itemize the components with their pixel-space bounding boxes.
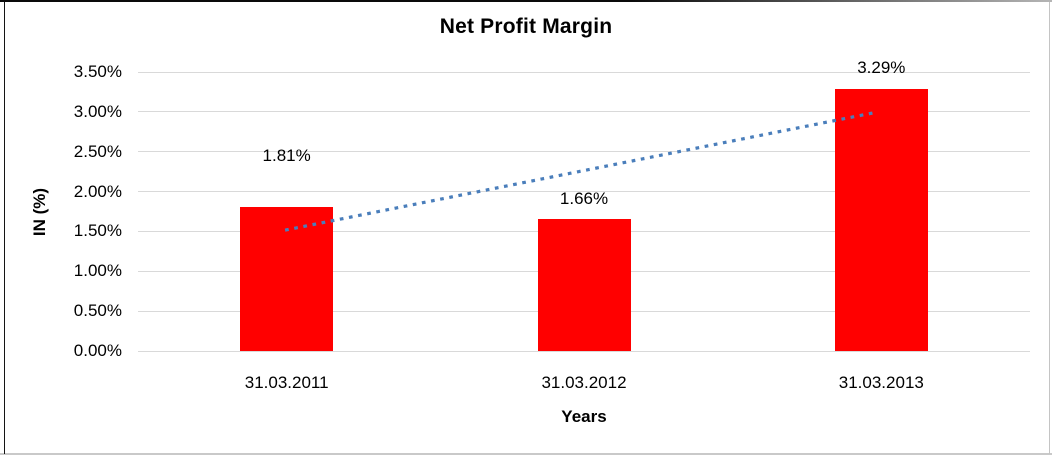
frame-right-border xyxy=(1049,2,1050,454)
y-tick-label: 0.00% xyxy=(73,341,122,360)
y-tick-label: 3.00% xyxy=(73,101,122,121)
x-axis-title: Years xyxy=(561,407,607,426)
bar xyxy=(834,88,928,351)
frame-bottom-border xyxy=(0,453,1052,455)
bar xyxy=(240,206,334,351)
x-tick-label: 31.03.2012 xyxy=(541,373,627,392)
bar xyxy=(537,218,631,351)
y-tick-label: 0.50% xyxy=(73,301,122,321)
frame-top-border xyxy=(0,0,1052,2)
trendline-path xyxy=(284,109,881,232)
frame-left-border xyxy=(4,2,5,454)
y-tick-label: 2.00% xyxy=(73,181,122,201)
bar-value-label: 3.29% xyxy=(857,57,906,77)
bar-value-label: 1.81% xyxy=(262,145,311,165)
y-tick-label: 2.50% xyxy=(73,141,122,161)
y-tick-label: 1.00% xyxy=(73,261,122,281)
y-tick-label: 3.50% xyxy=(73,62,122,81)
y-tick-label: 1.50% xyxy=(73,221,122,241)
x-tick-label: 31.03.2013 xyxy=(838,373,924,392)
gridline xyxy=(138,71,1030,73)
chart-title: Net Profit Margin xyxy=(439,15,613,38)
x-tick-label: 31.03.2011 xyxy=(244,373,329,392)
gridline xyxy=(138,350,1030,352)
bar-value-label: 1.66% xyxy=(559,188,609,208)
